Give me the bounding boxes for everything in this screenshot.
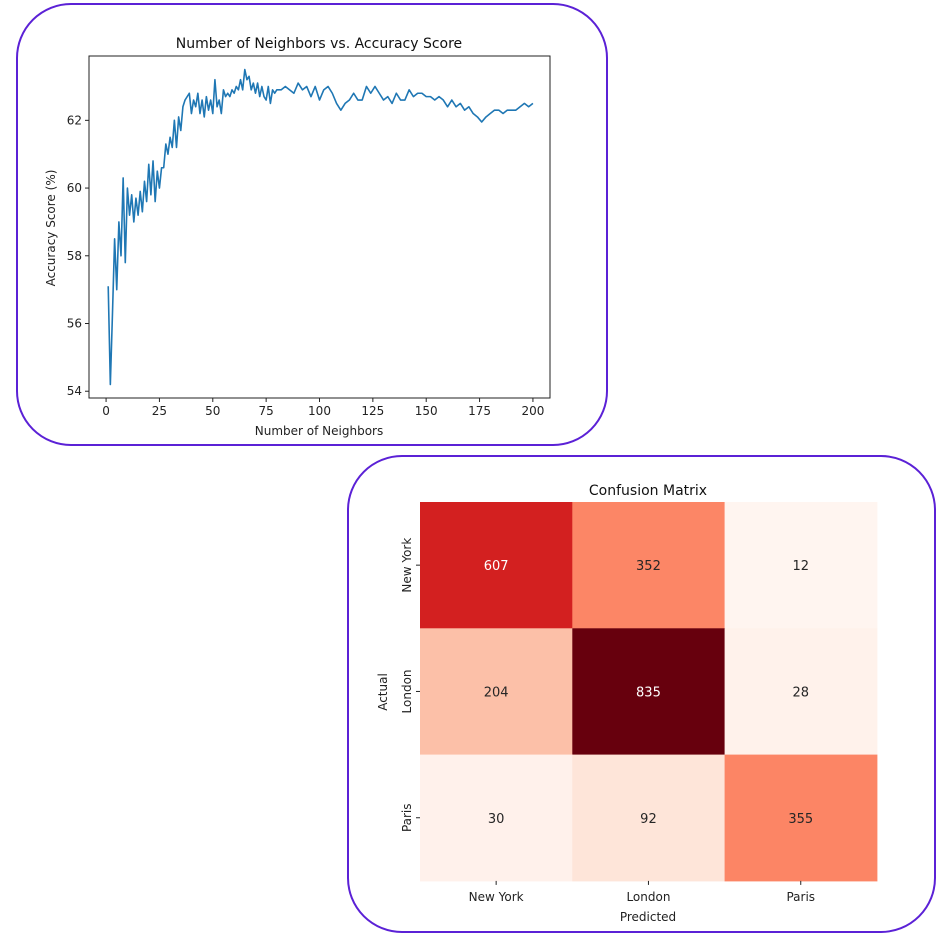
y-tick-label: Paris xyxy=(400,803,414,832)
x-tick-label: 150 xyxy=(415,404,438,418)
y-tick-label: New York xyxy=(400,538,414,593)
line-chart-card xyxy=(16,3,608,446)
y-tick-label: London xyxy=(400,669,414,713)
y-tick-label: 56 xyxy=(67,317,82,331)
heatmap-cell-value: 28 xyxy=(792,685,809,700)
y-tick-label: 54 xyxy=(67,384,82,398)
heatmap-cell-value: 835 xyxy=(636,685,661,700)
accuracy-line xyxy=(107,68,534,386)
y-tick-label: 62 xyxy=(67,113,82,127)
heatmap-cell xyxy=(420,628,573,756)
y-tick-label: 58 xyxy=(67,249,82,263)
line-chart-title: Number of Neighbors vs. Accuracy Score xyxy=(176,36,462,52)
line-chart-y-axis-label: Accuracy Score (%) xyxy=(44,170,58,287)
x-tick-label: 125 xyxy=(361,404,384,418)
heatmap-cell-value: 607 xyxy=(484,559,509,574)
heatmap-cell xyxy=(724,754,878,882)
x-tick-label: 25 xyxy=(152,404,167,418)
heatmap-cell xyxy=(724,628,878,756)
heatmap-cell xyxy=(724,502,878,629)
x-tick-label: 175 xyxy=(468,404,491,418)
line-chart-x-axis-label: Number of Neighbors xyxy=(255,424,383,438)
confusion-matrix-y-axis-label: Actual xyxy=(376,673,390,711)
x-tick-label: 200 xyxy=(521,404,544,418)
x-tick-label: 75 xyxy=(259,404,274,418)
heatmap-cell-value: 355 xyxy=(788,812,813,827)
confusion-matrix-x-axis-label: Predicted xyxy=(620,910,676,924)
x-tick-label: New York xyxy=(469,890,524,904)
heatmap-cell-value: 30 xyxy=(488,812,505,827)
heatmap-cell-value: 92 xyxy=(640,812,657,827)
heatmap-cell xyxy=(572,754,726,882)
x-tick-label: 0 xyxy=(102,404,110,418)
heatmap-cell-value: 12 xyxy=(792,559,809,574)
confusion-matrix-title: Confusion Matrix xyxy=(589,483,707,499)
x-tick-label: Paris xyxy=(786,890,815,904)
x-tick-label: London xyxy=(626,890,670,904)
heatmap-cell xyxy=(420,754,573,882)
x-tick-label: 50 xyxy=(205,404,220,418)
heatmap-cell xyxy=(420,502,573,629)
heatmap-cell xyxy=(572,502,726,629)
x-tick-label: 100 xyxy=(308,404,331,418)
heatmap-cell-value: 204 xyxy=(484,685,509,700)
line-chart-plot-frame xyxy=(88,55,551,399)
heatmap-cell xyxy=(572,628,726,756)
heatmap-cell-value: 352 xyxy=(636,559,661,574)
y-tick-label: 60 xyxy=(67,181,82,195)
